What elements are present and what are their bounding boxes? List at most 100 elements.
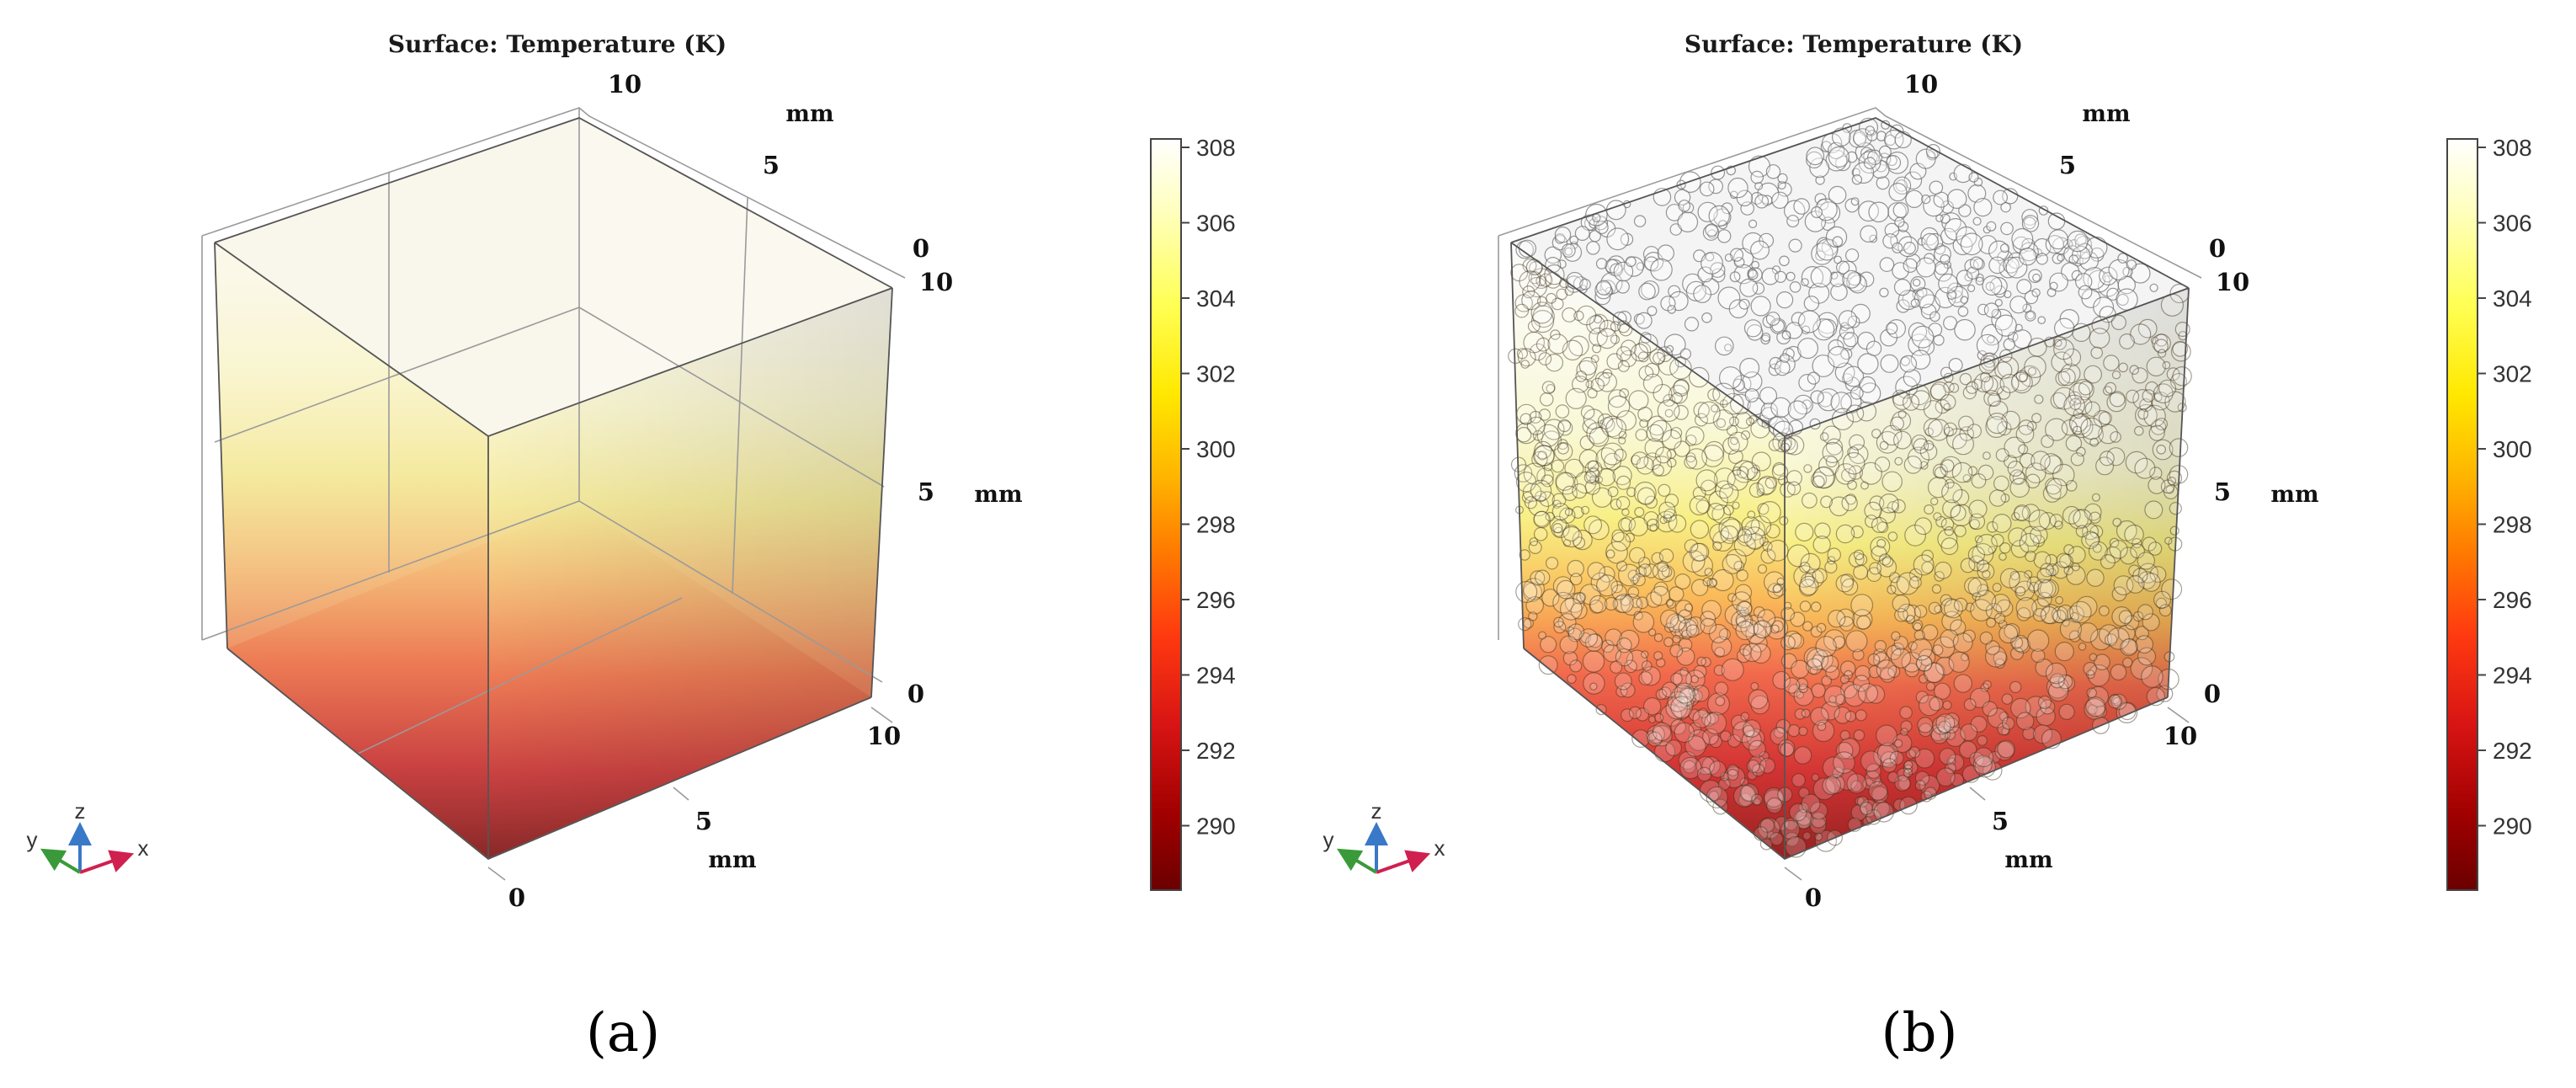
particle bbox=[2169, 525, 2179, 536]
particle bbox=[1529, 343, 1547, 361]
particle bbox=[1680, 696, 1695, 710]
particle bbox=[1599, 566, 1615, 583]
particle bbox=[1791, 773, 1806, 787]
particle bbox=[1567, 674, 1577, 685]
particle bbox=[1733, 560, 1745, 572]
particle bbox=[1740, 201, 1754, 216]
particle bbox=[1610, 660, 1623, 674]
particle bbox=[1857, 683, 1879, 704]
particle bbox=[2049, 281, 2058, 291]
particle bbox=[1701, 728, 1719, 745]
particle bbox=[1913, 605, 1928, 618]
particle bbox=[1606, 227, 1630, 251]
particle bbox=[1908, 322, 1928, 342]
particle bbox=[1999, 568, 2020, 589]
particle bbox=[1739, 606, 1749, 617]
colorbar-tick-label: 304 bbox=[2493, 285, 2532, 312]
particle bbox=[1715, 696, 1726, 707]
particle bbox=[1986, 221, 1997, 232]
particle bbox=[1967, 266, 1980, 280]
particle bbox=[1658, 501, 1676, 519]
particle bbox=[1685, 624, 1700, 638]
particle bbox=[1739, 643, 1752, 657]
particle bbox=[2091, 493, 2100, 502]
particle bbox=[1986, 617, 1997, 628]
particle bbox=[1681, 629, 1692, 640]
particle bbox=[1543, 462, 1553, 472]
particle bbox=[1611, 529, 1625, 542]
particle bbox=[1707, 388, 1721, 402]
particle bbox=[1718, 628, 1731, 641]
particle bbox=[1573, 591, 1586, 605]
particle bbox=[1895, 179, 1908, 192]
particle bbox=[1582, 650, 1605, 673]
particle bbox=[1526, 416, 1546, 435]
particle bbox=[1653, 581, 1669, 596]
particle bbox=[1876, 538, 1887, 548]
particle bbox=[2089, 328, 2110, 349]
particle bbox=[2025, 550, 2036, 563]
colorbar-tick-label: 296 bbox=[2493, 587, 2532, 613]
particle bbox=[1552, 522, 1563, 534]
particle bbox=[1569, 659, 1583, 673]
particle bbox=[1793, 746, 1812, 765]
particle bbox=[1838, 310, 1857, 329]
particle bbox=[1795, 522, 1814, 542]
particle bbox=[1723, 344, 1732, 352]
particle bbox=[1590, 572, 1610, 592]
particle bbox=[1811, 206, 1823, 219]
panel-a-y-tick-0: 0 bbox=[913, 234, 929, 263]
particle bbox=[1715, 336, 1734, 356]
panel-b-x-tick-0: 0 bbox=[1805, 883, 1822, 912]
particle bbox=[1669, 616, 1691, 639]
particle bbox=[1591, 487, 1613, 508]
particle bbox=[1628, 547, 1646, 564]
particle bbox=[1669, 614, 1686, 631]
particle bbox=[2037, 316, 2046, 324]
particle bbox=[2164, 536, 2173, 545]
particle bbox=[1881, 556, 1894, 568]
particle bbox=[1729, 271, 1741, 283]
particle bbox=[1697, 401, 1721, 424]
particle bbox=[1685, 669, 1706, 690]
particle bbox=[1835, 693, 1847, 706]
particle bbox=[1533, 526, 1548, 541]
particle bbox=[1766, 539, 1789, 562]
particle bbox=[1709, 523, 1730, 544]
particle bbox=[1695, 499, 1711, 515]
particle bbox=[1976, 559, 1990, 573]
particle bbox=[1741, 729, 1762, 751]
particle bbox=[1595, 258, 1608, 269]
particle bbox=[1987, 392, 2002, 407]
particle bbox=[1722, 437, 1740, 455]
particle bbox=[1564, 458, 1584, 478]
particle bbox=[1669, 427, 1683, 440]
particle bbox=[1603, 452, 1621, 471]
colorbar-tick-label: 296 bbox=[1196, 587, 1236, 613]
particle bbox=[1514, 303, 1530, 318]
particle bbox=[1596, 328, 1618, 349]
particle bbox=[1597, 413, 1614, 429]
particle bbox=[1614, 448, 1627, 461]
particle bbox=[1690, 579, 1709, 596]
particle bbox=[2004, 455, 2018, 469]
particle bbox=[1942, 700, 1952, 711]
particle bbox=[1796, 815, 1811, 829]
particle bbox=[1846, 773, 1867, 794]
particle bbox=[1977, 235, 1998, 254]
particle bbox=[1850, 197, 1860, 206]
particle bbox=[1966, 381, 1979, 394]
particle bbox=[1725, 548, 1747, 570]
particle bbox=[1750, 170, 1764, 184]
particle bbox=[1949, 382, 1960, 393]
particle bbox=[1736, 600, 1753, 617]
particle bbox=[1941, 482, 1963, 504]
particle bbox=[1557, 419, 1572, 433]
particle bbox=[1953, 597, 1968, 612]
particle bbox=[1536, 296, 1547, 307]
particle bbox=[1631, 729, 1650, 748]
panel-b-left-face bbox=[1511, 243, 1785, 859]
particle bbox=[1638, 365, 1654, 381]
particle bbox=[1995, 448, 2009, 462]
particle bbox=[1887, 771, 1899, 783]
